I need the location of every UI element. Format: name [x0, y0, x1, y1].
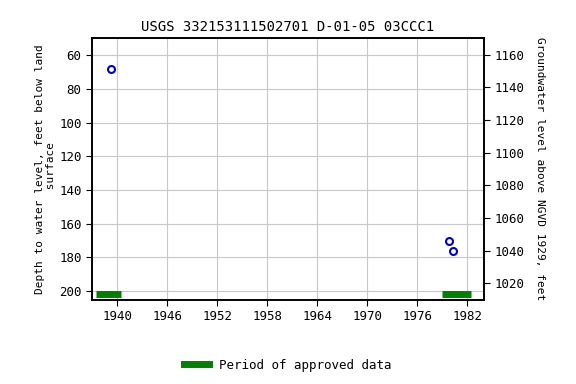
Y-axis label: Groundwater level above NGVD 1929, feet: Groundwater level above NGVD 1929, feet — [535, 37, 545, 301]
Title: USGS 332153111502701 D-01-05 03CCC1: USGS 332153111502701 D-01-05 03CCC1 — [142, 20, 434, 35]
Y-axis label: Depth to water level, feet below land
 surface: Depth to water level, feet below land su… — [35, 44, 56, 294]
Legend: Period of approved data: Period of approved data — [179, 354, 397, 377]
